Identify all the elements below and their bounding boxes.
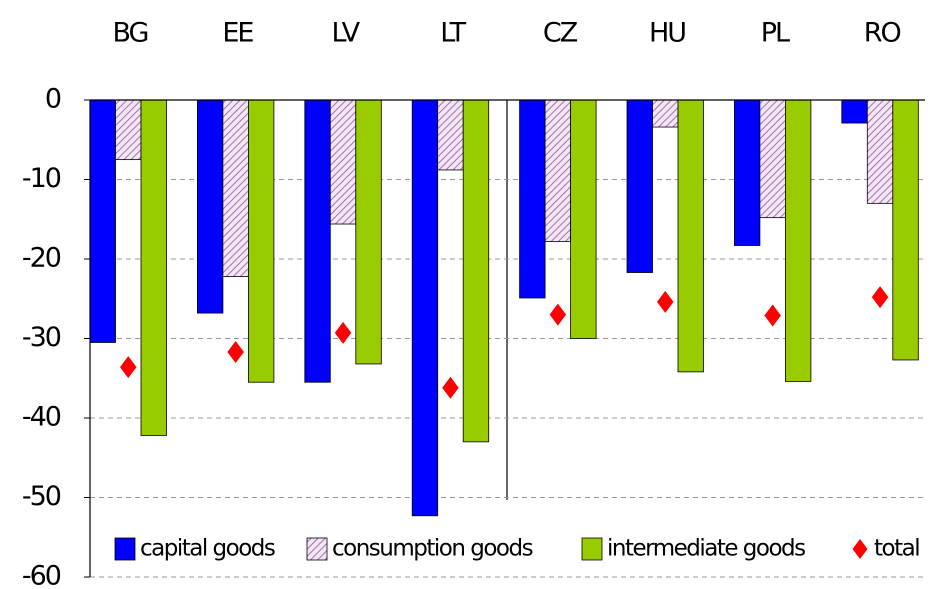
bar xyxy=(89,99,116,343)
y-tick-label: -50 xyxy=(22,481,61,512)
bar xyxy=(544,99,571,242)
y-tick-label: 0 xyxy=(45,84,61,115)
x-tick-label: BG xyxy=(113,18,148,49)
x-tick-label: HU xyxy=(649,18,685,49)
bar xyxy=(222,99,249,277)
x-tick-label: RO xyxy=(864,18,901,49)
bar xyxy=(329,99,357,225)
y-tick-label: -60 xyxy=(22,561,61,589)
x-tick-label: LT xyxy=(440,18,466,49)
total-marker xyxy=(227,341,244,364)
bar xyxy=(247,99,275,383)
bar xyxy=(570,99,597,339)
legend-label: total xyxy=(874,536,919,562)
total-marker xyxy=(120,356,137,379)
bar xyxy=(892,99,919,361)
legend-label: consumption goods xyxy=(332,536,533,562)
bar xyxy=(734,99,761,246)
legend-swatch xyxy=(114,537,136,561)
bar xyxy=(140,99,167,436)
bar xyxy=(355,99,382,365)
legend-swatch xyxy=(306,537,328,561)
bar xyxy=(519,99,546,299)
legend-marker xyxy=(852,539,868,559)
x-tick-label: EE xyxy=(222,18,253,49)
total-marker xyxy=(764,304,781,327)
bar xyxy=(866,99,894,204)
bar xyxy=(652,99,679,128)
legend-swatch xyxy=(581,537,603,561)
bar xyxy=(304,99,331,383)
total-marker xyxy=(871,286,889,309)
total-marker xyxy=(549,303,567,326)
bar xyxy=(437,99,464,171)
bar xyxy=(462,99,490,443)
bar xyxy=(841,99,868,124)
bar xyxy=(785,99,812,382)
legend-label: intermediate goods xyxy=(607,536,805,562)
total-marker xyxy=(657,290,674,313)
bar xyxy=(759,99,786,219)
y-tick-label: -20 xyxy=(22,243,61,274)
bar xyxy=(196,99,224,314)
y-tick-label: -30 xyxy=(22,322,61,353)
bar xyxy=(411,99,439,517)
bar xyxy=(115,99,142,161)
total-marker xyxy=(334,321,352,344)
x-tick-label: LV xyxy=(332,18,361,49)
y-tick-label: -10 xyxy=(22,163,61,194)
bar xyxy=(626,99,653,273)
x-tick-label: PL xyxy=(761,18,790,49)
legend-label: capital goods xyxy=(140,536,275,562)
x-tick-label: CZ xyxy=(543,18,578,49)
bar xyxy=(677,99,704,373)
y-tick-label: -40 xyxy=(22,402,61,433)
total-marker xyxy=(442,376,459,399)
